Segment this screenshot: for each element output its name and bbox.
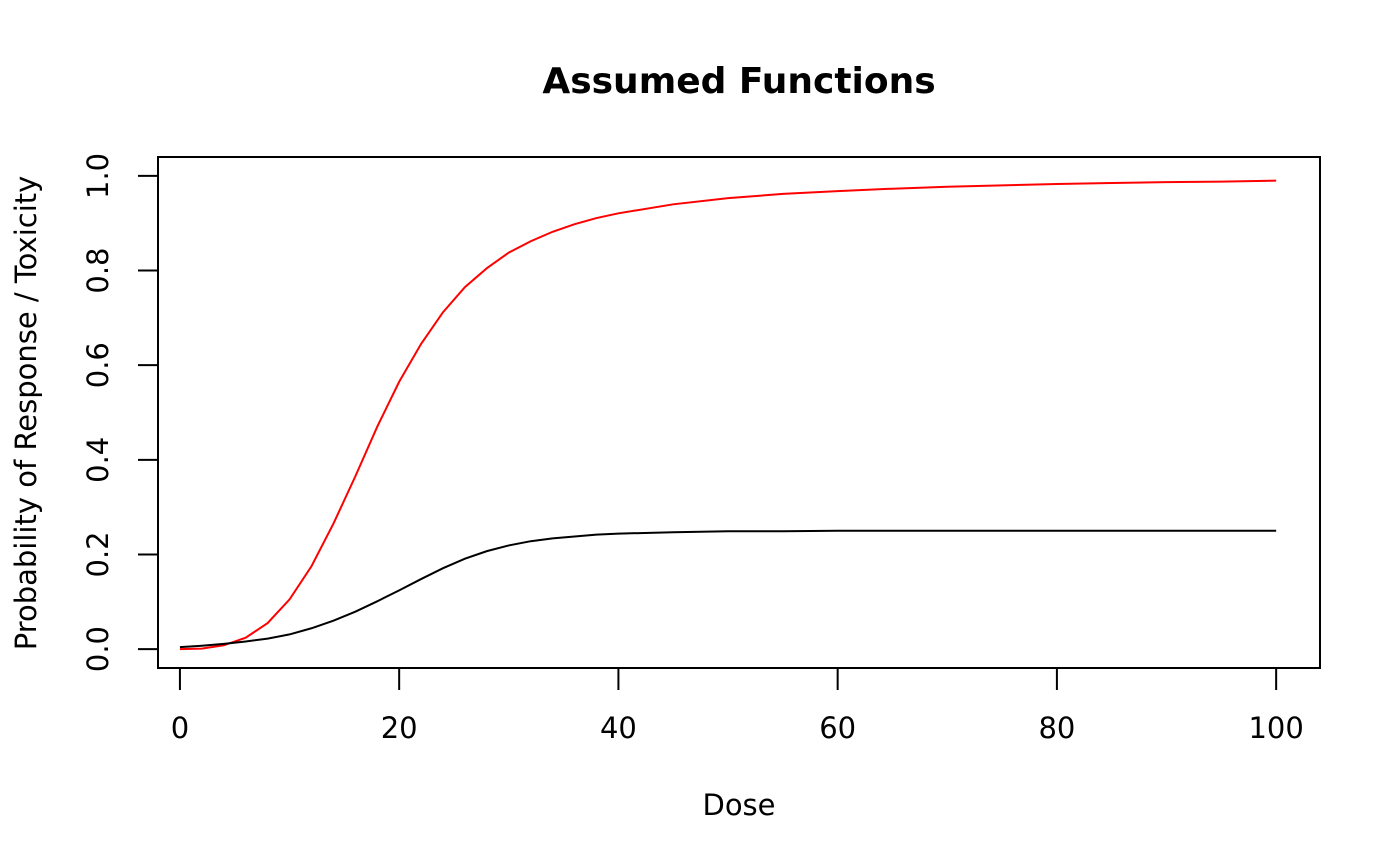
y-tick-label: 0.0 [81,626,115,672]
x-axis-label: Dose [702,788,775,822]
x-tick-label: 80 [1038,711,1075,745]
x-tick-label: 40 [600,711,637,745]
y-tick-label: 1.0 [81,153,115,199]
x-tick-label: 0 [171,711,189,745]
plot-frame [157,156,1321,669]
y-tick-label: 0.4 [81,437,115,483]
series-line-2 [179,529,1277,649]
x-tick-label: 20 [381,711,418,745]
series-line-1 [179,179,1277,651]
y-tick-label: 0.6 [81,342,115,388]
x-tick-label: 60 [819,711,856,745]
y-axis-label: Probability of Response / Toxicity [9,176,43,651]
chart-title: Assumed Functions [542,61,935,102]
y-tick-label: 0.2 [81,531,115,577]
x-tick-label: 100 [1248,711,1303,745]
y-tick-label: 0.8 [81,247,115,293]
y-axis: 0.0 0.2 0.4 0.6 0.8 1.0 [81,153,159,672]
series-group [179,179,1277,651]
x-axis: 0 20 40 60 80 100 [171,667,1304,745]
